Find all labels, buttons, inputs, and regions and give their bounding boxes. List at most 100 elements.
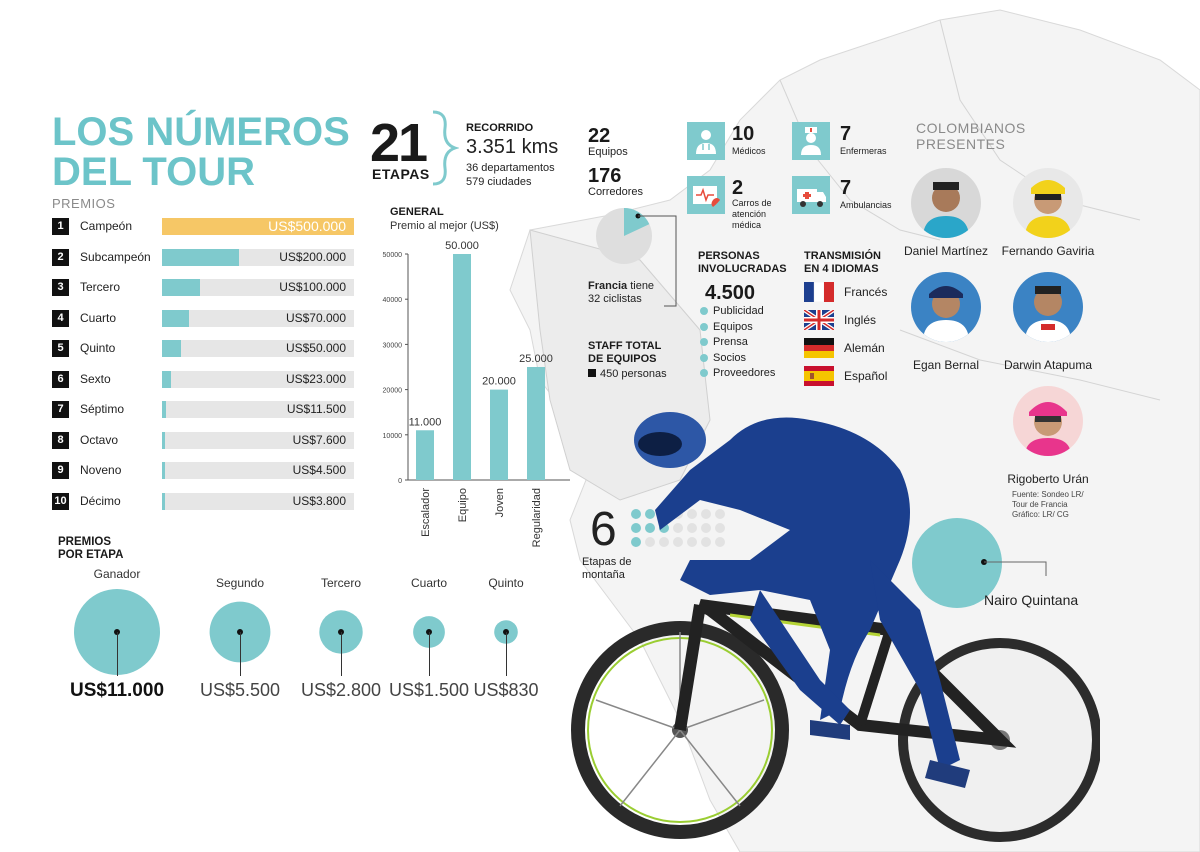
stage-prize-leader	[341, 632, 342, 676]
prize-row: 3 Tercero US$100.000	[52, 279, 354, 297]
prize-bar	[162, 279, 201, 296]
people-item: Publicidad	[700, 305, 764, 317]
people-heading-line1: PERSONAS	[698, 250, 760, 262]
language-name: Inglés	[844, 313, 877, 327]
stage-prize-value: US$830	[473, 680, 539, 700]
rider-name: Fernando Gaviria	[1001, 244, 1095, 258]
general-prize-chart: 0 10000 20000 30000 40000 50000 11.000 Escalado…	[383, 240, 570, 547]
prize-value: US$100.000	[279, 280, 346, 294]
prize-bar-track: US$70.000	[162, 309, 354, 327]
rider-name: Darwin Atapuma	[1003, 358, 1093, 372]
prize-row: 7 Séptimo US$11.500	[52, 401, 354, 419]
language-name: Alemán	[844, 341, 885, 355]
category-label: Escalador	[420, 488, 432, 537]
prize-value: US$50.000	[285, 341, 346, 355]
mountain-stage-dot	[645, 523, 655, 533]
people-heading: PERSONAS INVOLUCRADAS	[698, 250, 787, 276]
stage-prize-leader	[429, 632, 430, 676]
prize-row: 6 Sexto US$23.000	[52, 370, 354, 389]
prize-label: Tercero	[80, 280, 121, 294]
bar-value-label: 11.000	[409, 416, 442, 428]
stage-prize-label: Cuarto	[410, 576, 448, 590]
y-tick-label: 0	[398, 478, 402, 485]
mountain-stages-line1: Etapas de	[582, 556, 632, 568]
riders-number: 176	[588, 165, 622, 187]
staff-heading: STAFF TOTAL DE EQUIPOS	[588, 340, 661, 366]
rider-name: Rigoberto Urán	[1007, 472, 1089, 486]
prize-row: 1 Campeón US$500.000	[52, 218, 354, 236]
featured-rider-marker	[912, 518, 1002, 608]
language-name: Francés	[844, 285, 888, 299]
prize-bar-track: US$500.000	[162, 218, 354, 235]
stage-prize-value: US$11.000	[69, 680, 165, 701]
france-riders-pie	[596, 208, 677, 307]
bullet-dot-icon	[700, 353, 708, 362]
y-tick-label: 50000	[383, 252, 403, 259]
category-label: Equipo	[457, 488, 469, 522]
bullet-dot-icon	[700, 307, 708, 316]
stage-dot	[659, 537, 669, 547]
staff-total-text: 450 personas	[600, 368, 667, 380]
language-spanish: Español	[804, 366, 887, 388]
stage-dot	[645, 537, 655, 547]
bullet-dot-icon	[700, 322, 708, 331]
prize-label: Quinto	[80, 341, 116, 355]
stage-dot	[673, 523, 683, 533]
colombians-heading-line1: COLOMBIANOS	[916, 120, 1026, 136]
y-tick-label: 30000	[383, 342, 403, 349]
prize-value: US$3.800	[292, 493, 346, 508]
mountain-stage-dot	[645, 509, 655, 519]
people-item: Equipos	[700, 321, 753, 333]
language-french: Francés	[804, 281, 887, 304]
stage-prizes-title-line2: POR ETAPA	[58, 549, 124, 561]
y-tick-label: 10000	[383, 433, 403, 440]
mountain-stages-label: Etapas de montaña	[582, 556, 632, 582]
prize-row: 4 Cuarto US$70.000	[52, 309, 354, 328]
stage-dot	[701, 537, 711, 547]
stage-prize-leader	[117, 632, 118, 676]
languages-heading-line1: TRANSMISIÓN	[804, 250, 881, 262]
france-riders-label: Francia tiene 32 ciclistas	[588, 280, 654, 306]
france-has: tiene	[627, 280, 655, 292]
pie-france-slice	[624, 208, 650, 236]
prize-rank: 2	[52, 248, 69, 266]
stage-prize-label: Quinto	[488, 576, 524, 590]
prize-rank: 9	[52, 462, 69, 479]
prize-row: 2 Subcampeón US$200.000	[52, 248, 354, 267]
source-line2: Tour de Francia	[1012, 500, 1068, 509]
france-riders-count: 32 ciclistas	[588, 293, 642, 305]
category-label: Joven	[494, 488, 506, 517]
france-name: Francia	[588, 280, 628, 292]
doctor-icon	[687, 122, 725, 160]
people-number: 4.500	[705, 282, 756, 304]
featured-rider-leader-line	[981, 559, 1047, 576]
teams-number: 22	[588, 125, 611, 147]
language-name: Español	[844, 369, 888, 383]
stage-prize-label: Ganador	[93, 567, 141, 581]
bar-value-label: 25.000	[519, 353, 553, 365]
prize-value: US$4.500	[292, 463, 346, 477]
people-item: Prensa	[700, 336, 748, 348]
route-heading: RECORRIDO	[466, 122, 534, 134]
people-item: Socios	[700, 352, 746, 364]
pie-leader-line	[638, 215, 677, 307]
prize-label: Décimo	[80, 493, 121, 508]
stage-prize-label: Tercero	[320, 576, 361, 590]
uk-flag-icon	[802, 308, 836, 332]
brace-icon	[432, 110, 459, 186]
prize-rank: 7	[52, 401, 69, 418]
ambulances-number: 7	[840, 177, 852, 199]
language-german: Alemán	[804, 338, 885, 360]
source-line3: Gráfico: LR/ CG	[1012, 510, 1069, 519]
stage-prize-leader	[506, 632, 507, 676]
prize-bar	[162, 492, 165, 510]
prize-row: 10 Décimo US$3.800	[52, 492, 354, 511]
cyclist-illustration	[571, 412, 1100, 842]
prize-value: US$11.500	[286, 402, 346, 416]
prize-rank: 4	[52, 309, 69, 327]
people-item-label: Socios	[713, 351, 747, 364]
prize-rank: 10	[52, 492, 69, 510]
mountain-stages-line2: montaña	[582, 569, 625, 581]
stage-prize-bubble	[209, 601, 271, 663]
prize-bar-track: US$50.000	[162, 340, 354, 357]
